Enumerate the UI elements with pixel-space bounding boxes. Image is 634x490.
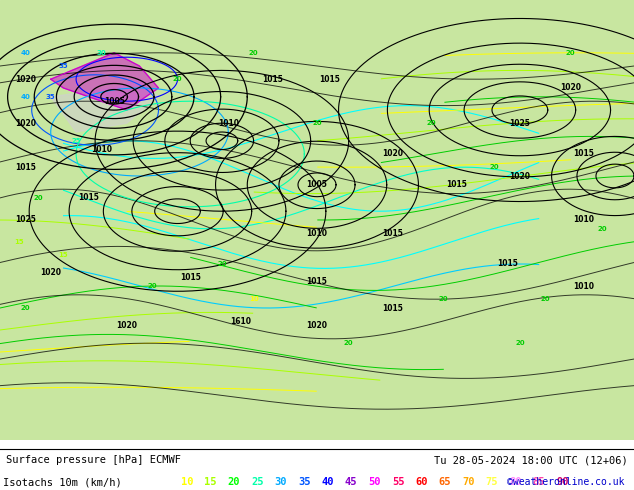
Text: 1020: 1020	[560, 83, 581, 93]
Text: Isotachs 10m (km/h): Isotachs 10m (km/h)	[3, 477, 122, 487]
Text: 1025: 1025	[15, 216, 36, 224]
Text: 1020: 1020	[382, 149, 404, 158]
Text: 15: 15	[58, 252, 68, 258]
Text: 20: 20	[439, 296, 449, 302]
Text: 90: 90	[556, 477, 569, 487]
Text: 1020: 1020	[509, 172, 531, 180]
Text: 20: 20	[172, 76, 183, 82]
Text: 60: 60	[415, 477, 428, 487]
Text: 80: 80	[509, 477, 522, 487]
Text: 1610: 1610	[230, 317, 252, 326]
Text: 25: 25	[72, 138, 81, 144]
Text: 35: 35	[298, 477, 311, 487]
Text: 40: 40	[321, 477, 334, 487]
Text: 30: 30	[275, 477, 287, 487]
Text: 1010: 1010	[217, 119, 239, 128]
Text: 1010: 1010	[573, 281, 594, 291]
Text: 70: 70	[462, 477, 475, 487]
Text: 20: 20	[217, 261, 227, 267]
Text: 1010: 1010	[573, 216, 594, 224]
Text: 20: 20	[312, 120, 322, 126]
Text: Surface pressure [hPa] ECMWF: Surface pressure [hPa] ECMWF	[6, 455, 181, 465]
Text: 1015: 1015	[320, 74, 340, 84]
Text: 1015: 1015	[383, 303, 403, 313]
Text: 1010: 1010	[306, 229, 328, 238]
Text: 1015: 1015	[573, 149, 593, 158]
Text: 1010: 1010	[91, 145, 112, 154]
Text: 20: 20	[147, 283, 157, 289]
Text: 15: 15	[14, 239, 24, 245]
Text: 85: 85	[533, 477, 545, 487]
Text: 55: 55	[392, 477, 404, 487]
Text: 75: 75	[486, 477, 498, 487]
Text: 20: 20	[426, 120, 436, 126]
Text: 20: 20	[489, 164, 500, 170]
Text: 10: 10	[181, 477, 193, 487]
Text: 45: 45	[345, 477, 358, 487]
Text: ©weatheronline.co.uk: ©weatheronline.co.uk	[507, 477, 624, 487]
Text: 1025: 1025	[510, 119, 530, 128]
Text: 1015: 1015	[15, 163, 36, 172]
Text: 40: 40	[20, 94, 30, 100]
Text: 1015: 1015	[446, 180, 467, 189]
Text: 30: 30	[96, 50, 107, 56]
Text: 20: 20	[515, 340, 525, 346]
Text: 35: 35	[46, 94, 56, 100]
Text: 65: 65	[439, 477, 451, 487]
Text: 1015: 1015	[79, 194, 99, 202]
Text: 20: 20	[344, 340, 354, 346]
Text: 1020: 1020	[116, 321, 138, 330]
Text: 40: 40	[20, 50, 30, 56]
Text: 1020: 1020	[15, 119, 36, 128]
Text: 1020: 1020	[40, 269, 61, 277]
Text: 15: 15	[204, 477, 217, 487]
Text: 20: 20	[20, 305, 30, 311]
Text: 1015: 1015	[307, 277, 327, 286]
Text: 1015: 1015	[262, 74, 283, 84]
Text: 1015: 1015	[383, 229, 403, 238]
Polygon shape	[0, 0, 634, 440]
Text: 35: 35	[58, 63, 68, 69]
Polygon shape	[51, 79, 158, 132]
Text: 20: 20	[566, 50, 576, 56]
Text: 1005: 1005	[307, 180, 327, 189]
Text: 1005: 1005	[104, 97, 124, 106]
Polygon shape	[0, 374, 634, 440]
Text: 10: 10	[249, 296, 259, 302]
Text: 20: 20	[540, 296, 550, 302]
Text: 20: 20	[597, 226, 607, 232]
Text: 1015: 1015	[180, 273, 200, 282]
Text: 1020: 1020	[306, 321, 328, 330]
Text: 20: 20	[228, 477, 240, 487]
Text: 50: 50	[368, 477, 381, 487]
Text: 20: 20	[249, 50, 259, 56]
Text: 25: 25	[251, 477, 264, 487]
Text: 1020: 1020	[15, 74, 36, 84]
Text: 20: 20	[33, 195, 43, 201]
Text: 1015: 1015	[497, 260, 517, 269]
Text: Tu 28-05-2024 18:00 UTC (12+06): Tu 28-05-2024 18:00 UTC (12+06)	[434, 455, 628, 465]
Polygon shape	[51, 53, 158, 110]
